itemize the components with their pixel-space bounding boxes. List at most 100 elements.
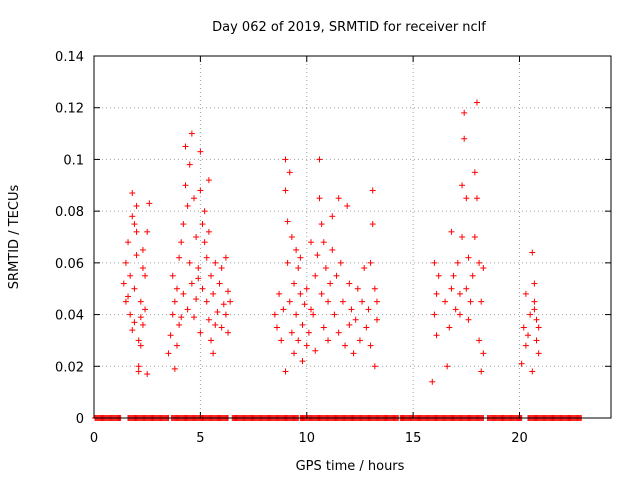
data-point [373, 316, 380, 323]
data-point [171, 365, 178, 372]
data-point [139, 265, 146, 272]
data-point [227, 298, 234, 305]
data-point [203, 298, 210, 305]
data-point [473, 99, 480, 106]
data-point [127, 272, 134, 279]
data-point [129, 327, 136, 334]
x-axis-label: GPS time / hours [296, 459, 405, 474]
data-point [535, 350, 542, 357]
data-point [212, 259, 219, 266]
data-point [293, 311, 300, 318]
data-point [273, 324, 280, 331]
data-point [435, 272, 442, 279]
data-point [171, 298, 178, 305]
data-point [444, 363, 451, 370]
data-point [299, 358, 306, 365]
data-point [465, 254, 472, 261]
data-point [325, 337, 332, 344]
data-point [367, 342, 374, 349]
data-point [518, 360, 525, 367]
y-tick-label: 0.06 [55, 257, 84, 272]
data-point [225, 329, 232, 336]
data-point [173, 342, 180, 349]
data-point [169, 311, 176, 318]
data-point [348, 306, 355, 313]
data-point [320, 239, 327, 246]
data-point [216, 280, 223, 287]
data-point [293, 246, 300, 253]
data-point [205, 228, 212, 235]
data-point [125, 239, 132, 246]
data-point [456, 311, 463, 318]
data-point [142, 306, 149, 313]
data-point [176, 321, 183, 328]
data-point [533, 337, 540, 344]
data-point [282, 156, 289, 163]
plot-frame [93, 55, 612, 419]
data-point [329, 246, 336, 253]
data-point [325, 298, 332, 305]
y-tick-label: 0 [76, 412, 84, 427]
data-point [222, 311, 229, 318]
data-point [214, 308, 221, 315]
data-point [303, 285, 310, 292]
data-point [173, 285, 180, 292]
data-point [282, 187, 289, 194]
x-tick-label: 0 [90, 431, 98, 446]
data-point [120, 280, 127, 287]
data-point [327, 280, 334, 287]
data-point [446, 324, 453, 331]
data-point [529, 249, 536, 256]
data-point [295, 337, 302, 344]
data-point [144, 371, 151, 378]
y-axis-label: SRMTID / TECUs [7, 185, 22, 290]
data-point [222, 254, 229, 261]
data-point [454, 259, 461, 266]
data-point [122, 298, 129, 305]
data-point [135, 368, 142, 375]
data-point [188, 130, 195, 137]
data-point [367, 259, 374, 266]
data-point [467, 298, 474, 305]
y-tick-label: 0.02 [55, 360, 84, 375]
data-point [459, 182, 466, 189]
data-point [286, 169, 293, 176]
x-tick-label: 15 [405, 431, 422, 446]
data-point [459, 234, 466, 240]
data-point [480, 350, 487, 357]
data-point [465, 316, 472, 323]
data-point [182, 182, 189, 189]
data-point [201, 208, 208, 215]
data-point [448, 228, 455, 235]
data-point [373, 298, 380, 305]
data-point [193, 296, 200, 303]
data-point [146, 200, 153, 207]
data-point [288, 329, 295, 336]
data-point [133, 202, 140, 209]
data-point [290, 350, 297, 357]
data-point [278, 337, 285, 344]
data-point [322, 265, 329, 272]
x-tick-label: 5 [196, 431, 204, 446]
data-point [352, 316, 359, 323]
data-point [125, 293, 132, 300]
data-point [180, 290, 187, 297]
data-point [284, 218, 291, 225]
data-point [284, 259, 291, 266]
data-point [531, 306, 538, 313]
data-point [448, 285, 455, 292]
data-point [369, 221, 376, 228]
data-point [359, 298, 366, 305]
data-point [127, 311, 134, 318]
data-point [169, 272, 176, 279]
data-point [461, 135, 468, 142]
data-point [442, 298, 449, 305]
data-point [203, 254, 210, 261]
data-point [529, 368, 536, 375]
y-tick-label: 0.08 [55, 205, 84, 220]
y-tick-label: 0.14 [55, 50, 84, 65]
data-point [122, 259, 129, 266]
data-point [205, 177, 212, 184]
data-point [208, 337, 215, 344]
data-point [197, 187, 204, 194]
